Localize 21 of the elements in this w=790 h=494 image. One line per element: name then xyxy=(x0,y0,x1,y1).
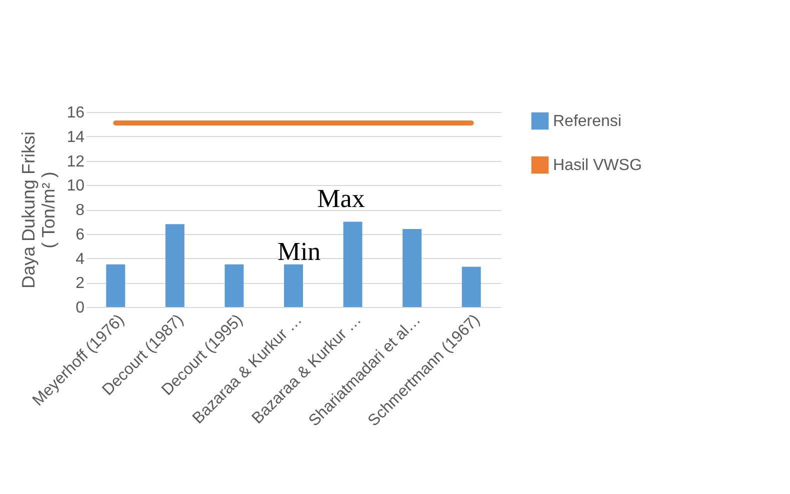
bar xyxy=(165,224,184,307)
y-tick-label: 14 xyxy=(66,128,85,146)
legend-label: Referensi xyxy=(553,113,622,130)
y-tick-label: 2 xyxy=(76,275,85,292)
y-tick-label: 4 xyxy=(76,250,85,268)
y-tick-label: 6 xyxy=(76,226,85,244)
y-tick-label: 8 xyxy=(76,202,85,219)
bar xyxy=(462,266,481,307)
y-tick-label: 12 xyxy=(66,153,85,170)
legend-label: Hasil VWSG xyxy=(553,157,642,174)
y-tick-label: 10 xyxy=(66,178,85,195)
bar xyxy=(224,264,244,307)
annotation: Min xyxy=(277,237,321,266)
bar xyxy=(402,229,422,307)
bar xyxy=(106,264,126,307)
bar xyxy=(343,222,362,307)
y-tick-label: 16 xyxy=(66,104,85,122)
y-axis-title: Daya Dukung Friksi ( Ton/m² ) xyxy=(18,131,59,289)
bar xyxy=(284,264,303,307)
annotation: Max xyxy=(317,184,365,213)
y-tick-label: 0 xyxy=(76,300,85,316)
